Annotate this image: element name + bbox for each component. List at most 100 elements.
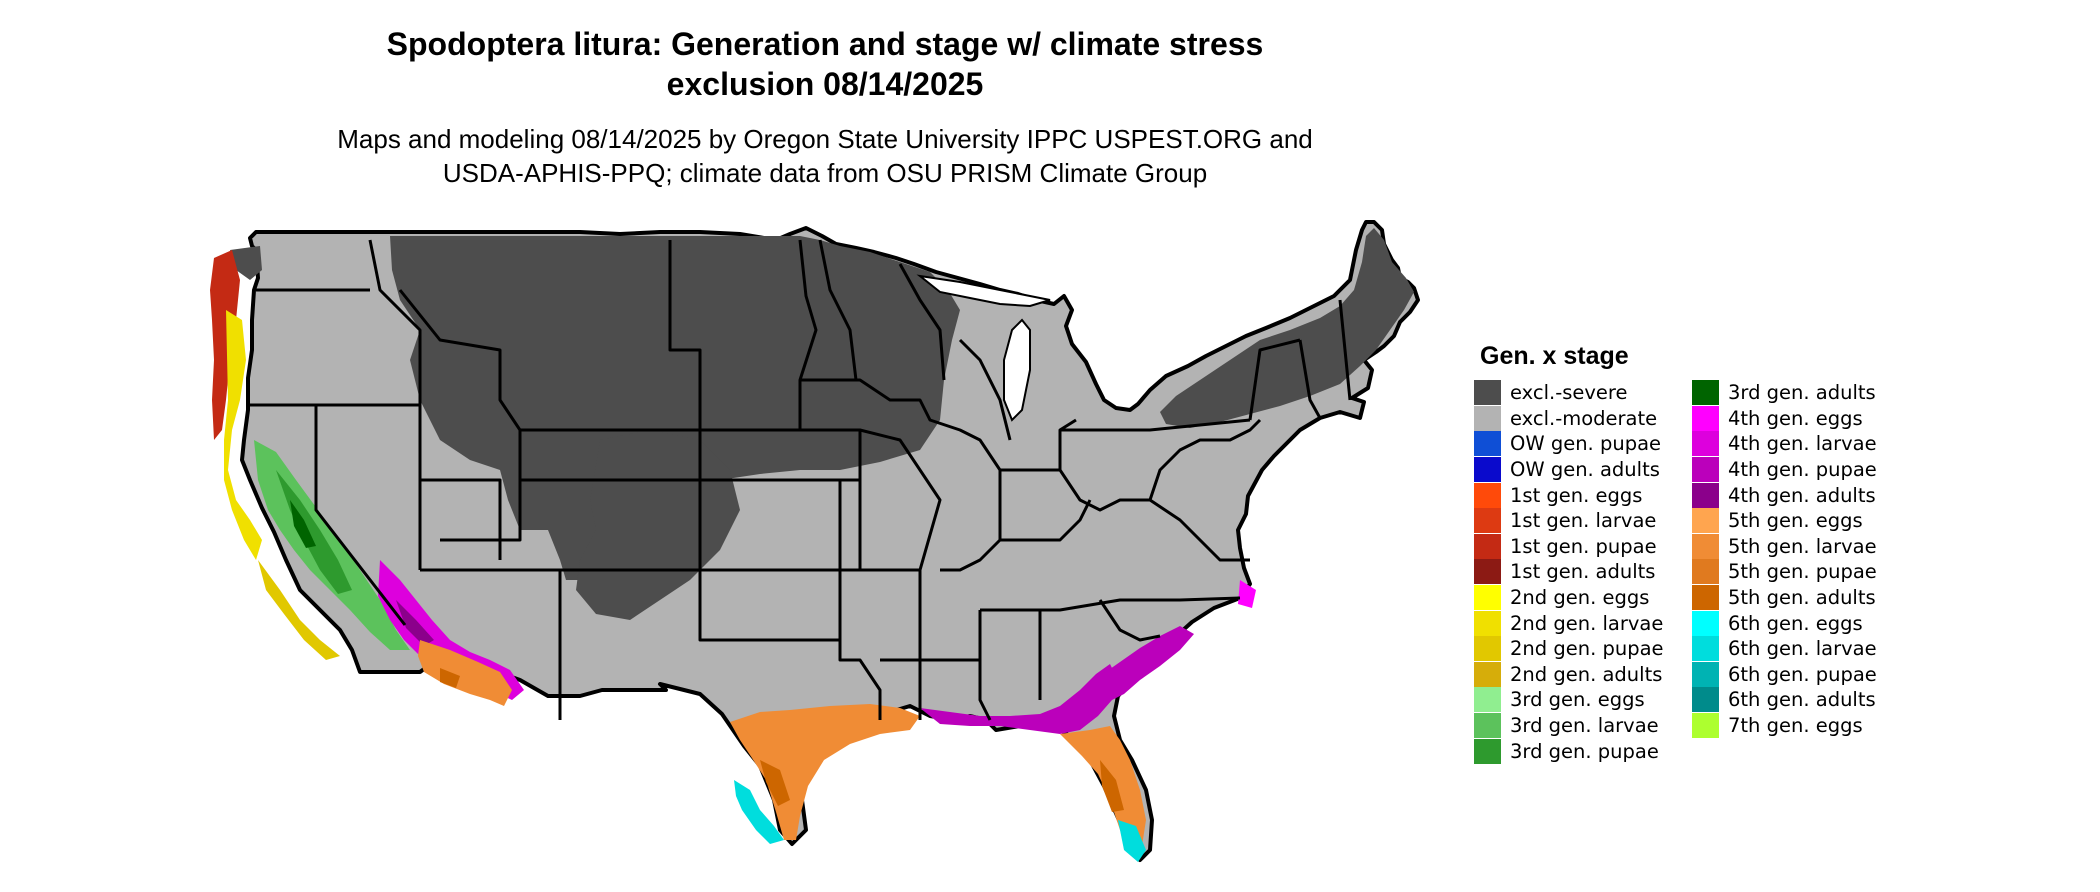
legend-item: 4th gen. adults [1692, 482, 1877, 508]
legend-label: 5th gen. adults [1728, 586, 1876, 610]
pacific-2nd-gen [224, 310, 262, 560]
legend-swatch [1692, 405, 1719, 431]
california-south-2nd-gen [258, 560, 340, 660]
legend-item: 2nd gen. pupae [1474, 636, 1664, 662]
legend-item: 4th gen. larvae [1692, 431, 1877, 457]
legend-item: 5th gen. pupae [1692, 559, 1877, 585]
legend-label: OW gen. pupae [1510, 432, 1662, 456]
legend-swatch [1474, 405, 1501, 431]
legend-label: 5th gen. pupae [1728, 560, 1877, 584]
map-subtitle: Maps and modeling 08/14/2025 by Oregon S… [0, 122, 1650, 190]
legend-label: 2nd gen. adults [1510, 662, 1663, 686]
legend-item: OW gen. pupae [1474, 431, 1664, 457]
legend-label: 5th gen. eggs [1728, 509, 1863, 533]
legend-item: 5th gen. eggs [1692, 508, 1877, 534]
legend-label: OW gen. adults [1510, 458, 1660, 482]
legend-label: 1st gen. larvae [1510, 509, 1657, 533]
florida-6th-gen [1118, 820, 1146, 862]
legend-item: 3rd gen. larvae [1474, 713, 1664, 739]
legend-swatch [1474, 661, 1501, 687]
legend-item: 6th gen. larvae [1692, 636, 1877, 662]
severe-exclusion-north [390, 236, 960, 580]
legend-swatch [1692, 610, 1719, 636]
legend-swatch [1474, 457, 1501, 483]
texas-6th-gen [734, 780, 784, 844]
severe-exclusion-sierra [230, 246, 262, 280]
legend-swatch [1474, 380, 1501, 406]
lake-superior [916, 274, 1051, 308]
legend-item: 2nd gen. eggs [1474, 585, 1664, 611]
legend-label: 4th gen. adults [1728, 483, 1876, 507]
legend-swatch [1692, 431, 1719, 457]
california-3rd-gen-dark [276, 470, 352, 594]
legend-label: 6th gen. larvae [1728, 637, 1877, 661]
legend-label: 7th gen. eggs [1728, 714, 1863, 738]
legend-swatch [1692, 457, 1719, 483]
severe-exclusion-northeast [1160, 228, 1414, 428]
legend-item: 2nd gen. larvae [1474, 610, 1664, 636]
florida-5th-gen [1060, 726, 1146, 850]
southwest-4th-gen-adults [396, 600, 434, 646]
pacific-1st-gen [210, 250, 240, 440]
lake-michigan [1003, 318, 1031, 422]
legend-swatch [1692, 713, 1719, 739]
legend-item: 1st gen. pupae [1474, 533, 1664, 560]
legend-item: 4th gen. pupae [1692, 457, 1877, 483]
legend-item: 7th gen. eggs [1692, 713, 1877, 739]
legend-label: 3rd gen. adults [1728, 381, 1876, 405]
legend-swatch [1474, 533, 1501, 559]
florida-5th-gen-adults [1100, 760, 1124, 812]
legend-item: 6th gen. pupae [1692, 661, 1877, 688]
legend-label: 1st gen. eggs [1510, 483, 1643, 507]
legend-swatch [1474, 738, 1501, 764]
legend-label: 2nd gen. larvae [1510, 611, 1664, 635]
legend-item: 3rd gen. eggs [1474, 687, 1664, 713]
legend-label: excl.-severe [1510, 381, 1628, 405]
legend-label: excl.-moderate [1510, 406, 1658, 430]
legend-item: 2nd gen. adults [1474, 661, 1664, 688]
legend-column-1: excl.-severe excl.-moderate OW gen. pupae O… [1474, 380, 1664, 764]
southwest-4th-gen [378, 560, 524, 700]
legend-label: 4th gen. eggs [1728, 406, 1863, 430]
legend-label: 2nd gen. pupae [1510, 637, 1664, 661]
legend-swatch [1474, 482, 1501, 508]
legend-item: 1st gen. larvae [1474, 508, 1664, 534]
legend-label: 3rd gen. larvae [1510, 714, 1659, 738]
atlantic-4th-gen [1100, 626, 1194, 700]
legend-item: excl.-severe [1474, 380, 1664, 406]
legend-label: 3rd gen. eggs [1510, 688, 1645, 712]
legend-label: 1st gen. adults [1510, 560, 1656, 584]
southwest-5th-gen [418, 640, 512, 706]
legend-swatch [1692, 482, 1719, 508]
legend-item: 1st gen. adults [1474, 559, 1664, 585]
legend-swatch [1474, 585, 1501, 611]
legend-label: 1st gen. pupae [1510, 534, 1657, 558]
subtitle-line-2: USDA-APHIS-PPQ; climate data from OSU PR… [442, 158, 1208, 188]
legend-swatch [1474, 610, 1501, 636]
legend-label: 6th gen. adults [1728, 688, 1876, 712]
legend-swatch [1474, 508, 1501, 534]
legend-label: 3rd gen. pupae [1510, 739, 1659, 763]
texas-gulf-5th-gen-adults [760, 760, 790, 806]
legend-item: 3rd gen. adults [1692, 380, 1877, 406]
legend-swatch [1692, 533, 1719, 559]
legend-swatch [1474, 559, 1501, 585]
legend-label: 5th gen. larvae [1728, 534, 1877, 558]
state-boundaries [250, 239, 1352, 721]
legend-item: 1st gen. eggs [1474, 482, 1664, 508]
legend-item: 5th gen. larvae [1692, 533, 1877, 560]
title-line-2: exclusion 08/14/2025 [666, 66, 984, 102]
legend-item: 6th gen. adults [1692, 687, 1877, 713]
legend-label: 4th gen. larvae [1728, 432, 1877, 456]
legend-swatch [1692, 508, 1719, 534]
legend-item: 5th gen. adults [1692, 585, 1877, 611]
legend-swatch [1692, 636, 1719, 662]
legend-label: 6th gen. pupae [1728, 662, 1877, 686]
legend-item: 3rd gen. pupae [1474, 738, 1664, 764]
legend-label: 2nd gen. eggs [1510, 586, 1650, 610]
subtitle-line-1: Maps and modeling 08/14/2025 by Oregon S… [337, 124, 1313, 154]
us-map [210, 220, 1420, 862]
legend-item: 6th gen. eggs [1692, 610, 1877, 636]
legend-title: Gen. x stage [1480, 342, 1629, 370]
carolina-4th-gen-eggs [1238, 580, 1256, 608]
